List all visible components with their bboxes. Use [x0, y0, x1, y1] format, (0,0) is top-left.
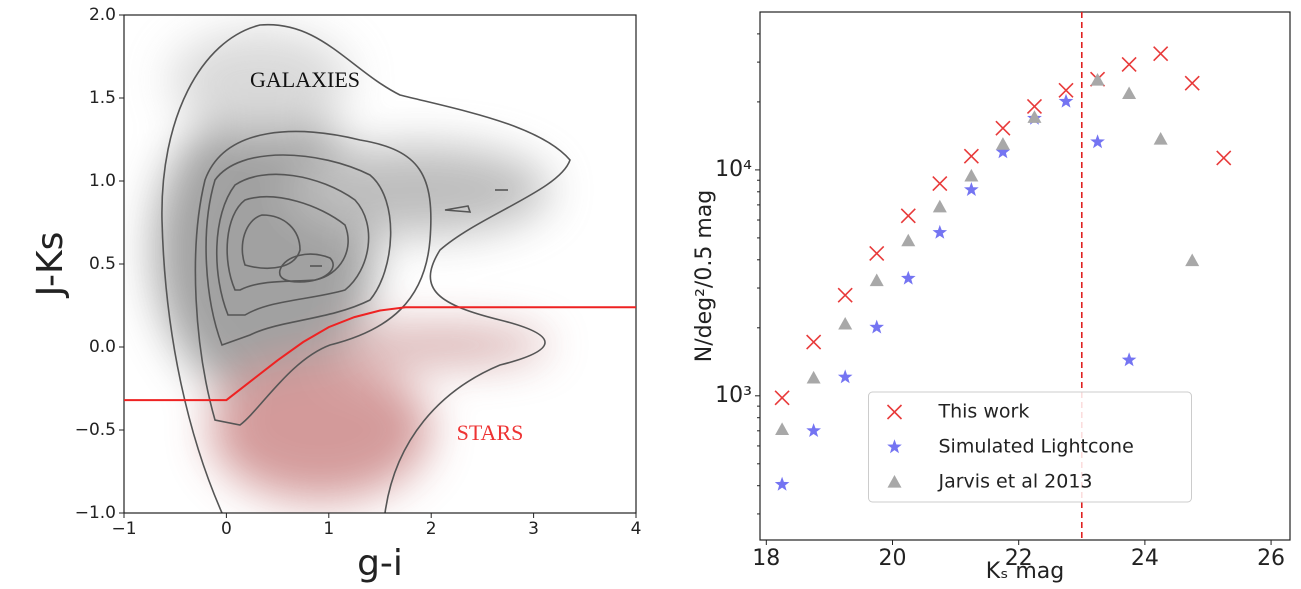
data-point [838, 316, 853, 330]
x-tick-label: −1 [111, 519, 136, 539]
x-tick-label: 0 [221, 519, 232, 539]
data-point [774, 390, 790, 406]
data-point [1027, 110, 1042, 123]
legend-marker [887, 439, 902, 454]
y-tick-label: −1.0 [75, 503, 116, 523]
legend-marker [886, 404, 903, 420]
data-point [806, 334, 822, 350]
data-point [900, 208, 916, 224]
y-axis-label: J-Ks [30, 232, 71, 299]
data-point [995, 137, 1010, 150]
legend-label: Simulated Lightcone [939, 436, 1134, 458]
y-tick-label: 1.5 [89, 88, 116, 108]
data-point [1090, 73, 1105, 86]
data-point [837, 369, 853, 384]
y-tick-label: −0.5 [75, 420, 116, 440]
data-point [1153, 46, 1169, 62]
data-point [932, 199, 947, 213]
data-point [775, 422, 790, 436]
x-tick-label: 26 [1257, 546, 1285, 571]
data-point [932, 224, 948, 239]
data-point [837, 287, 853, 303]
x-axis-label: g-i [357, 543, 403, 584]
y-tick-label: 10⁴ [715, 157, 752, 182]
data-point [932, 175, 948, 192]
data-point [869, 273, 884, 287]
y-tick-label: 1.0 [89, 171, 116, 191]
y-tick-label: 0.0 [89, 337, 116, 357]
y-tick-label: 2.0 [89, 5, 116, 25]
data-point [869, 245, 885, 261]
data-point [901, 233, 916, 247]
density-cloud [155, 23, 571, 513]
legend-box [868, 391, 1192, 503]
data-point [1058, 93, 1074, 108]
data-point [963, 148, 979, 164]
annotation: GALAXIES [250, 67, 360, 92]
y-tick-label: 0.5 [89, 254, 116, 274]
y-tick-label: 10³ [715, 383, 752, 408]
legend-marker [887, 475, 902, 488]
x-tick-label: 20 [879, 546, 907, 571]
x-tick-label: 1 [323, 519, 334, 539]
data-point [1216, 150, 1232, 166]
data-point [964, 182, 979, 196]
x-tick-label: 24 [1131, 546, 1159, 571]
data-point [1090, 134, 1105, 149]
data-point [806, 423, 821, 437]
data-point [964, 168, 979, 182]
data-point [774, 476, 790, 491]
data-point [1026, 98, 1043, 114]
x-tick-label: 18 [752, 546, 780, 571]
data-point [995, 120, 1011, 136]
plot-frame [759, 11, 1291, 541]
data-point [1153, 132, 1168, 145]
data-point [1121, 56, 1137, 72]
x-tick-label: 22 [1005, 546, 1033, 571]
x-axis-label: Kₛ mag [986, 559, 1065, 584]
data-point [1121, 352, 1137, 367]
x-tick-label: 2 [426, 519, 437, 539]
data-point [1184, 75, 1200, 91]
data-point [1058, 82, 1074, 98]
data-point [1122, 86, 1137, 100]
legend-label: This work [938, 401, 1030, 423]
y-axis-label: N/deg²/0.5 mag [692, 190, 717, 362]
data-point [869, 319, 884, 334]
data-point [995, 144, 1011, 159]
data-point [901, 270, 916, 285]
boundary-line [124, 306, 636, 402]
data-point [806, 370, 821, 384]
annotation: STARS [457, 420, 524, 445]
legend-label: Jarvis et al 2013 [938, 471, 1093, 493]
data-point [1185, 253, 1200, 267]
x-tick-label: 3 [528, 519, 539, 539]
x-tick-label: 4 [631, 519, 642, 539]
